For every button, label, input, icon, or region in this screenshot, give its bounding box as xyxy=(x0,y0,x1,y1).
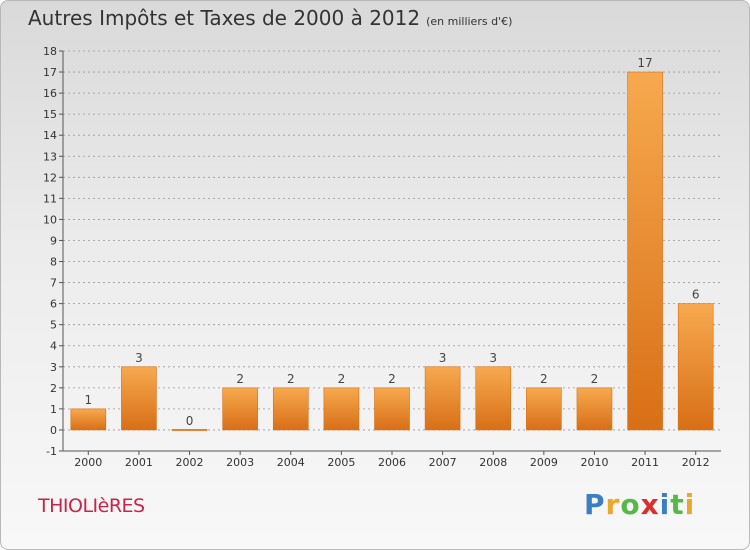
bar xyxy=(424,366,461,431)
logo-letter: x xyxy=(640,488,660,521)
y-tick-label: 3 xyxy=(50,361,57,374)
x-tick-label: 2005 xyxy=(327,456,355,469)
x-tick-label: 2002 xyxy=(176,456,204,469)
data-label: 2 xyxy=(287,372,295,386)
y-tick-label: 11 xyxy=(43,192,57,205)
proxiti-logo: Proxiti xyxy=(584,488,695,521)
x-tick-label: 2012 xyxy=(682,456,710,469)
data-label: 3 xyxy=(439,351,447,365)
x-tick-label: 2010 xyxy=(580,456,608,469)
y-tick-label: -1 xyxy=(46,445,57,458)
data-label: 2 xyxy=(236,372,244,386)
logo-letter: i xyxy=(659,488,671,521)
y-tick-label: 9 xyxy=(50,234,57,247)
x-tick-label: 2009 xyxy=(530,456,558,469)
data-label: 2 xyxy=(540,372,548,386)
y-tick-label: 5 xyxy=(50,319,57,332)
y-tick-label: 15 xyxy=(43,108,57,121)
y-tick-label: 10 xyxy=(43,213,57,226)
bar xyxy=(272,387,309,431)
data-label: 6 xyxy=(692,288,700,302)
bar xyxy=(323,387,360,431)
logo-letter: i xyxy=(684,488,696,521)
chart-title: Autres Impôts et Taxes de 2000 à 2012 (en… xyxy=(28,6,512,30)
data-label: 2 xyxy=(338,372,346,386)
bar xyxy=(576,387,613,431)
bar xyxy=(475,366,512,431)
data-label: 3 xyxy=(489,351,497,365)
y-tick-label: 8 xyxy=(50,256,57,269)
y-tick-label: 12 xyxy=(43,171,57,184)
commune-name: THIOLIèRES xyxy=(38,495,145,517)
y-tick-label: 16 xyxy=(43,87,57,100)
bar xyxy=(70,408,107,431)
labels: -101234567891011121314151617181200032001… xyxy=(43,45,710,469)
logo-letter: P xyxy=(584,488,606,521)
bar xyxy=(222,387,258,431)
y-tick-label: 4 xyxy=(50,340,57,353)
x-tick-label: 2000 xyxy=(74,456,102,469)
x-tick-label: 2006 xyxy=(378,456,406,469)
bar xyxy=(374,387,410,431)
y-tick-label: 2 xyxy=(50,382,57,395)
y-tick-label: 17 xyxy=(43,66,57,79)
x-tick-label: 2008 xyxy=(479,456,507,469)
axes xyxy=(59,50,721,455)
y-tick-label: 1 xyxy=(50,403,57,416)
bar xyxy=(627,71,663,431)
chart-title-text: Autres Impôts et Taxes de 2000 à 2012 xyxy=(28,6,421,30)
y-tick-label: 13 xyxy=(43,150,57,163)
chart-subtitle: (en milliers d'€) xyxy=(426,15,513,28)
bar xyxy=(526,387,562,431)
logo-letter: r xyxy=(605,488,621,521)
data-label: 17 xyxy=(637,56,652,70)
data-label: 3 xyxy=(135,351,143,365)
y-tick-label: 6 xyxy=(50,298,57,311)
y-tick-label: 7 xyxy=(50,277,57,290)
x-tick-label: 2007 xyxy=(429,456,457,469)
x-tick-label: 2011 xyxy=(631,456,659,469)
x-tick-label: 2001 xyxy=(125,456,153,469)
logo-letter: o xyxy=(620,488,641,521)
logo-letter: t xyxy=(670,488,685,521)
data-label: 2 xyxy=(388,372,396,386)
bar xyxy=(677,303,714,431)
data-label: 0 xyxy=(186,414,194,428)
bar xyxy=(171,429,208,431)
x-tick-label: 2003 xyxy=(226,456,254,469)
y-tick-label: 18 xyxy=(43,45,57,58)
data-label: 2 xyxy=(591,372,599,386)
bars xyxy=(70,71,714,431)
y-tick-label: 14 xyxy=(43,129,57,142)
y-tick-label: 0 xyxy=(50,424,57,437)
data-label: 1 xyxy=(84,393,92,407)
x-tick-label: 2004 xyxy=(277,456,305,469)
bar xyxy=(121,366,157,431)
